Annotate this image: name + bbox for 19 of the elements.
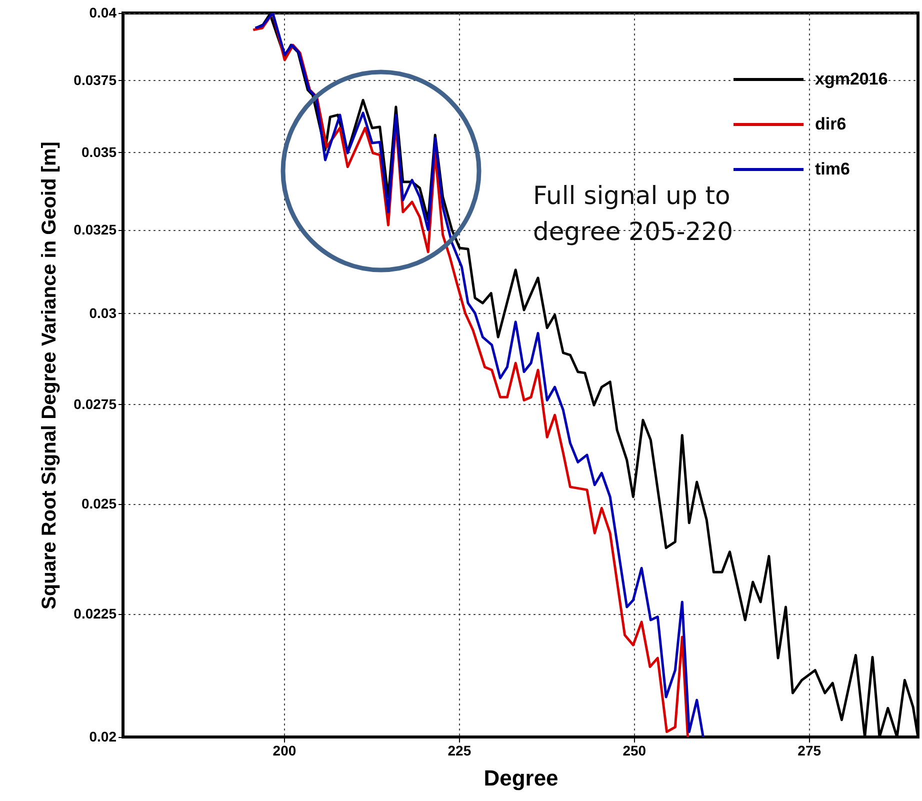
y-tick-label: 0.025 [81, 495, 117, 512]
y-tick-label: 0.02 [89, 728, 117, 744]
y-tick-label: 0.03 [89, 304, 117, 321]
x-tick-label: 275 [798, 742, 822, 758]
x-tick-label: 225 [448, 742, 472, 758]
y-axis-title: Square Root Signal Degree Variance in Geoid [m] [38, 142, 61, 610]
y-tick-label: 0.0225 [74, 605, 117, 622]
y-tick-label: 0.04 [89, 4, 117, 20]
y-tick-label: 0.0275 [74, 396, 117, 412]
legend-label: dir6 [815, 114, 846, 134]
y-tick-label: 0.0375 [74, 72, 117, 88]
y-tick-label: 0.035 [81, 144, 117, 160]
y-tick-label: 0.0325 [74, 221, 117, 238]
x-tick-label: 200 [272, 742, 296, 758]
legend-label: xgm2016 [815, 70, 888, 88]
annotation: Full signal up to degree 205-220 [533, 180, 734, 248]
x-axis-title: Degree [484, 766, 558, 790]
legend-label: tim6 [815, 160, 850, 178]
x-tick-label: 250 [622, 742, 646, 758]
